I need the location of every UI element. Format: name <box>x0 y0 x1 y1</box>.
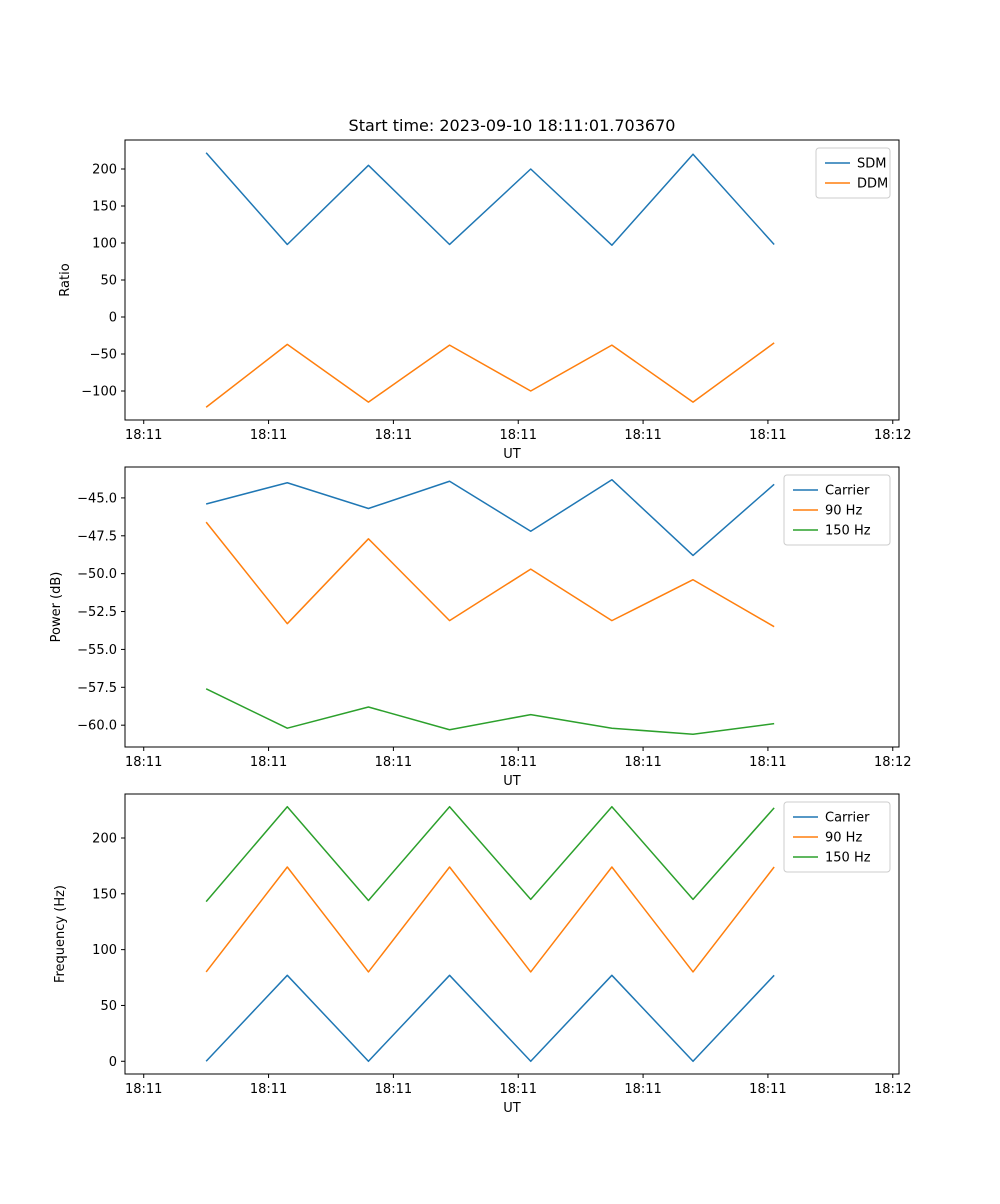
y-tick-label: −55.0 <box>77 643 117 658</box>
y-tick-label: −45.0 <box>77 491 117 506</box>
axes-frame <box>124 466 900 748</box>
y-tick-label: 50 <box>100 274 117 289</box>
y-tick-label: −47.5 <box>77 529 117 544</box>
legend-box <box>783 801 891 873</box>
subplot-2: 18:11 18:11 18:11 18:11 18:11 18:11 18:12 −45.0… <box>49 466 911 789</box>
y-axis-label: Frequency (Hz) <box>53 885 68 983</box>
x-tick-label: 18:11 <box>375 428 412 443</box>
x-tick-label: 18:11 <box>250 755 287 770</box>
x-tick-label: 18:11 <box>125 428 162 443</box>
x-tick-label: 18:11 <box>500 428 537 443</box>
legend-box <box>783 474 891 546</box>
x-tick-label: 18:12 <box>874 755 911 770</box>
y-tick-label: 0 <box>109 310 117 325</box>
legend-item-label: Carrier <box>825 484 870 499</box>
series-line-carrier <box>205 478 775 557</box>
legend-item-label: Carrier <box>825 811 870 826</box>
figure-title: Start time: 2023-09-10 18:11:01.703670 <box>349 116 676 135</box>
y-axis-label: Ratio <box>58 263 73 296</box>
x-tick-label: 18:11 <box>375 1082 412 1097</box>
y-tick-label: 150 <box>92 887 117 902</box>
legend-item-label: SDM <box>857 157 886 172</box>
axes-frame <box>124 139 900 421</box>
y-tick-label: 100 <box>92 237 117 252</box>
x-tick-label: 18:11 <box>125 755 162 770</box>
x-tick-label: 18:11 <box>749 1082 786 1097</box>
legend-item-label: 150 Hz <box>825 524 871 539</box>
y-tick-label: 0 <box>109 1055 117 1070</box>
y-tick-label: −57.5 <box>77 681 117 696</box>
series-line-ddm <box>205 342 775 408</box>
x-tick-label: 18:11 <box>500 1082 537 1097</box>
legend: SDM DDM <box>815 147 891 199</box>
legend: Carrier 90 Hz 150 Hz <box>783 474 891 546</box>
series-line-90-hz <box>205 521 775 628</box>
y-tick-label: −60.0 <box>77 719 117 734</box>
series-line-carrier <box>205 974 775 1063</box>
x-axis-label: UT <box>503 447 521 462</box>
y-axis-label: Power (dB) <box>49 572 64 643</box>
x-tick-label: 18:12 <box>874 1082 911 1097</box>
legend: Carrier 90 Hz 150 Hz <box>783 801 891 873</box>
x-tick-label: 18:11 <box>250 428 287 443</box>
x-tick-label: 18:11 <box>749 428 786 443</box>
series-line-150-hz <box>205 688 775 736</box>
y-tick-label: 100 <box>92 943 117 958</box>
y-tick-label: −52.5 <box>77 605 117 620</box>
x-axis-label: UT <box>503 1101 521 1116</box>
legend-item-label: 90 Hz <box>825 504 862 519</box>
x-axis-label: UT <box>503 774 521 789</box>
subplot-1: 18:11 18:11 18:11 18:11 18:11 18:11 18:12 200 15… <box>58 139 911 462</box>
series-line-150-hz <box>205 805 775 903</box>
axes-frame <box>124 793 900 1075</box>
y-tick-label: −100 <box>81 384 117 399</box>
y-tick-label: −50 <box>90 347 117 362</box>
y-tick-label: −50.0 <box>77 567 117 582</box>
y-tick-label: 150 <box>92 200 117 215</box>
x-tick-label: 18:11 <box>125 1082 162 1097</box>
series-line-sdm <box>205 152 775 246</box>
legend-box <box>815 147 891 199</box>
legend-item-label: 90 Hz <box>825 831 862 846</box>
x-tick-label: 18:11 <box>624 428 661 443</box>
legend-item-label: DDM <box>857 177 888 192</box>
x-tick-label: 18:11 <box>250 1082 287 1097</box>
x-tick-label: 18:11 <box>624 1082 661 1097</box>
series-line-90-hz <box>205 866 775 973</box>
y-tick-label: 200 <box>92 831 117 846</box>
x-tick-label: 18:11 <box>375 755 412 770</box>
y-tick-label: 50 <box>100 999 117 1014</box>
x-tick-label: 18:11 <box>749 755 786 770</box>
y-tick-label: 200 <box>92 163 117 178</box>
x-tick-label: 18:11 <box>624 755 661 770</box>
x-tick-label: 18:11 <box>500 755 537 770</box>
x-tick-label: 18:12 <box>874 428 911 443</box>
legend-item-label: 150 Hz <box>825 851 871 866</box>
subplot-3: 18:11 18:11 18:11 18:11 18:11 18:11 18:12 0 50 10… <box>53 793 911 1116</box>
